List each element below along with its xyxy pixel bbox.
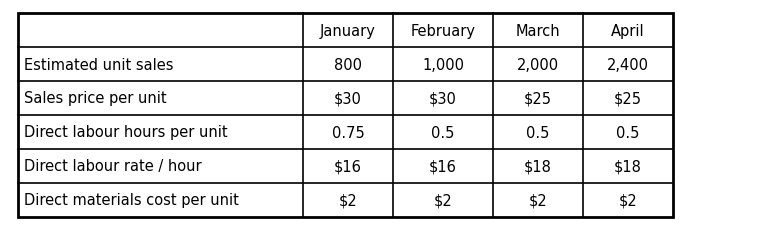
Text: February: February — [411, 23, 476, 38]
Text: $30: $30 — [429, 91, 457, 106]
Text: 2,400: 2,400 — [607, 57, 649, 72]
Text: $16: $16 — [334, 159, 362, 174]
Text: 0.5: 0.5 — [526, 125, 550, 140]
Text: Direct materials cost per unit: Direct materials cost per unit — [24, 193, 239, 208]
Text: $25: $25 — [614, 91, 642, 106]
Text: Estimated unit sales: Estimated unit sales — [24, 57, 174, 72]
Text: Sales price per unit: Sales price per unit — [24, 91, 167, 106]
Text: $2: $2 — [619, 193, 637, 208]
Text: $2: $2 — [529, 193, 548, 208]
Text: 2,000: 2,000 — [517, 57, 559, 72]
Text: January: January — [320, 23, 376, 38]
Text: Direct labour hours per unit: Direct labour hours per unit — [24, 125, 228, 140]
Bar — [18, 14, 673, 217]
Text: 1,000: 1,000 — [422, 57, 464, 72]
Text: $30: $30 — [334, 91, 362, 106]
Text: 0.75: 0.75 — [332, 125, 365, 140]
Text: Direct labour rate / hour: Direct labour rate / hour — [24, 159, 201, 174]
Text: $25: $25 — [524, 91, 552, 106]
Text: $16: $16 — [429, 159, 457, 174]
Text: $2: $2 — [434, 193, 453, 208]
Text: 0.5: 0.5 — [617, 125, 640, 140]
Text: March: March — [516, 23, 560, 38]
Text: 800: 800 — [334, 57, 362, 72]
Text: $18: $18 — [524, 159, 552, 174]
Text: $18: $18 — [614, 159, 642, 174]
Text: $2: $2 — [339, 193, 358, 208]
Text: 0.5: 0.5 — [431, 125, 455, 140]
Text: April: April — [611, 23, 645, 38]
